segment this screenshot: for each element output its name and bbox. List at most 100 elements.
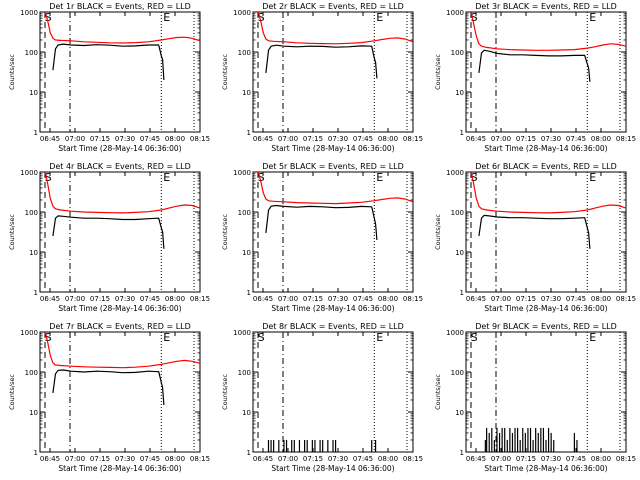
marker-label: E bbox=[589, 11, 596, 24]
chart-panel: Det 7r BLACK = Events, RED = LLD Start Ti… bbox=[8, 322, 210, 473]
x-tick-label: 07:30 bbox=[328, 135, 348, 143]
x-tick-label: 08:00 bbox=[591, 135, 611, 143]
y-tick-label: 1 bbox=[247, 289, 251, 297]
x-tick-label: 06:45 bbox=[253, 295, 273, 303]
x-tick-label: 08:15 bbox=[190, 135, 210, 143]
y-tick-label: 100 bbox=[25, 369, 38, 377]
y-axis-label: Counts/sec bbox=[221, 374, 229, 410]
y-axis-label: Counts/sec bbox=[8, 374, 16, 410]
panel-title: Det 9r BLACK = Events, RED = LLD bbox=[475, 322, 617, 331]
chart-panel: Det 5r BLACK = Events, RED = LLD Start Ti… bbox=[221, 162, 423, 313]
x-tick-label: 06:45 bbox=[466, 455, 486, 463]
chart-panel: Det 1r BLACK = Events, RED = LLD Start Ti… bbox=[8, 2, 210, 153]
x-tick-label: 06:45 bbox=[253, 135, 273, 143]
lld-series-line bbox=[470, 11, 627, 51]
plot-frame bbox=[465, 11, 627, 133]
y-tick-label: 1000 bbox=[233, 169, 251, 177]
lld-series-line bbox=[257, 11, 414, 45]
lld-series-line bbox=[44, 11, 201, 44]
events-series-line bbox=[52, 369, 165, 406]
marker-label: S bbox=[258, 331, 265, 344]
x-tick-label: 07:45 bbox=[566, 295, 586, 303]
marker-label: S bbox=[471, 11, 478, 24]
x-axis-label: Start Time (28-May-14 06:36:00) bbox=[271, 464, 394, 473]
chart-panel: Det 8r BLACK = Events, RED = LLD Start Ti… bbox=[221, 322, 423, 473]
marker-label: S bbox=[471, 331, 478, 344]
y-tick-label: 10 bbox=[29, 249, 38, 257]
x-tick-label: 07:00 bbox=[491, 135, 511, 143]
y-axis-label: Counts/sec bbox=[221, 54, 229, 90]
y-tick-label: 1000 bbox=[446, 329, 464, 337]
x-tick-label: 07:00 bbox=[65, 135, 85, 143]
x-tick-label: 07:45 bbox=[353, 295, 373, 303]
x-tick-label: 07:15 bbox=[516, 455, 536, 463]
x-tick-label: 07:00 bbox=[491, 295, 511, 303]
panel-title: Det 1r BLACK = Events, RED = LLD bbox=[49, 2, 191, 11]
x-tick-label: 07:15 bbox=[90, 135, 110, 143]
y-tick-label: 1 bbox=[460, 129, 464, 137]
panel-title: Det 5r BLACK = Events, RED = LLD bbox=[262, 162, 404, 171]
chart-panel: Det 6r BLACK = Events, RED = LLD Start Ti… bbox=[434, 162, 636, 313]
y-tick-label: 10 bbox=[455, 249, 464, 257]
x-tick-label: 07:45 bbox=[566, 135, 586, 143]
y-axis-label: Counts/sec bbox=[8, 214, 16, 250]
x-axis-label: Start Time (28-May-14 06:36:00) bbox=[58, 464, 181, 473]
marker-label: S bbox=[45, 11, 52, 24]
x-tick-label: 06:45 bbox=[466, 135, 486, 143]
y-tick-label: 1 bbox=[34, 289, 38, 297]
y-tick-label: 1 bbox=[460, 289, 464, 297]
lld-series-line bbox=[470, 171, 627, 214]
plot-frame bbox=[39, 331, 201, 453]
x-tick-label: 07:15 bbox=[303, 295, 323, 303]
x-tick-label: 07:00 bbox=[278, 295, 298, 303]
x-tick-label: 07:15 bbox=[516, 295, 536, 303]
marker-label: S bbox=[258, 171, 265, 184]
y-tick-label: 10 bbox=[242, 409, 251, 417]
x-tick-label: 08:15 bbox=[190, 455, 210, 463]
x-axis-label: Start Time (28-May-14 06:36:00) bbox=[271, 304, 394, 313]
x-tick-label: 08:00 bbox=[378, 295, 398, 303]
x-tick-label: 07:15 bbox=[90, 455, 110, 463]
marker-label: S bbox=[258, 11, 265, 24]
x-tick-label: 07:30 bbox=[541, 135, 561, 143]
panel-title: Det 2r BLACK = Events, RED = LLD bbox=[262, 2, 404, 11]
x-axis-label: Start Time (28-May-14 06:36:00) bbox=[484, 464, 607, 473]
panel-title: Det 4r BLACK = Events, RED = LLD bbox=[49, 162, 191, 171]
y-tick-label: 100 bbox=[25, 49, 38, 57]
x-axis-label: Start Time (28-May-14 06:36:00) bbox=[484, 304, 607, 313]
y-tick-label: 1 bbox=[34, 449, 38, 457]
x-tick-label: 08:15 bbox=[616, 455, 636, 463]
x-tick-label: 07:45 bbox=[353, 455, 373, 463]
plot-frame bbox=[465, 331, 627, 453]
y-tick-label: 100 bbox=[238, 209, 251, 217]
y-tick-label: 10 bbox=[455, 409, 464, 417]
y-tick-label: 100 bbox=[238, 49, 251, 57]
events-series-line bbox=[52, 43, 165, 81]
marker-label: E bbox=[376, 331, 383, 344]
y-tick-label: 10 bbox=[29, 89, 38, 97]
x-tick-label: 07:45 bbox=[140, 455, 160, 463]
panel-title: Det 3r BLACK = Events, RED = LLD bbox=[475, 2, 617, 11]
chart-panel: Det 2r BLACK = Events, RED = LLD Start Ti… bbox=[221, 2, 423, 153]
y-axis-label: Counts/sec bbox=[221, 214, 229, 250]
plot-frame bbox=[252, 331, 414, 453]
x-axis-label: Start Time (28-May-14 06:36:00) bbox=[58, 304, 181, 313]
x-tick-label: 07:30 bbox=[328, 295, 348, 303]
y-tick-label: 10 bbox=[29, 409, 38, 417]
y-tick-label: 10 bbox=[242, 89, 251, 97]
x-tick-label: 07:30 bbox=[541, 295, 561, 303]
x-tick-label: 07:15 bbox=[303, 135, 323, 143]
plot-frame bbox=[252, 11, 414, 133]
x-tick-label: 07:15 bbox=[516, 135, 536, 143]
x-tick-label: 06:45 bbox=[466, 295, 486, 303]
x-tick-label: 08:00 bbox=[165, 295, 185, 303]
events-series-line bbox=[478, 214, 591, 249]
lld-series-line bbox=[44, 171, 201, 214]
y-axis-label: Counts/sec bbox=[434, 54, 442, 90]
x-tick-label: 07:00 bbox=[278, 135, 298, 143]
x-tick-label: 08:00 bbox=[591, 295, 611, 303]
chart-panel: Det 4r BLACK = Events, RED = LLD Start Ti… bbox=[8, 162, 210, 313]
x-tick-label: 06:45 bbox=[40, 455, 60, 463]
lld-series-line bbox=[44, 331, 201, 369]
